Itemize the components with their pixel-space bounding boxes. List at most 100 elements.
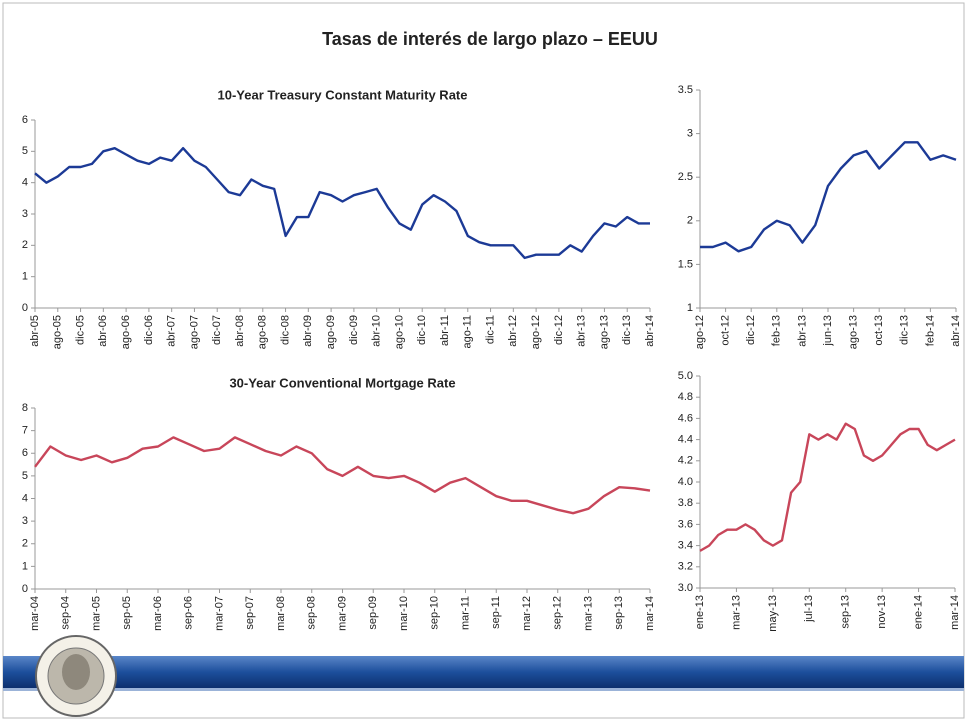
x-tick-label: sep-13 (613, 596, 625, 630)
x-tick-label: sep-11 (490, 596, 502, 629)
y-tick-label: 2 (22, 538, 28, 550)
data-line (34, 436, 651, 515)
y-tick-label: 4.2 (678, 455, 693, 467)
y-tick-label: 5 (22, 470, 28, 482)
y-tick-label: 5 (22, 145, 28, 157)
x-tick-label: mar-06 (152, 596, 164, 631)
x-tick-label: sep-10 (429, 596, 441, 630)
x-tick-label: mar-13 (730, 595, 742, 630)
y-tick-label: 0 (22, 302, 28, 314)
x-tick-label: jun-13 (822, 315, 834, 347)
x-tick-label: abr-12 (507, 315, 519, 347)
y-tick-label: 3.0 (678, 582, 693, 594)
x-tick-label: ago-12 (530, 315, 542, 349)
y-tick-label: 8 (22, 402, 28, 414)
x-tick-label: mar-10 (398, 596, 410, 631)
x-tick-label: jul-13 (803, 595, 815, 623)
x-tick-label: ago-10 (393, 315, 405, 349)
x-tick-label: ago-13 (848, 315, 860, 349)
x-tick-label: abr-08 (234, 315, 246, 347)
x-tick-label: feb-14 (924, 315, 936, 346)
x-tick-label: abr-11 (439, 315, 451, 346)
x-tick-label: sep-05 (121, 596, 133, 630)
x-tick-label: ene-14 (912, 595, 924, 629)
y-tick-label: 6 (22, 447, 28, 459)
x-tick-label: mar-14 (644, 596, 656, 631)
x-tick-label: sep-07 (244, 596, 256, 630)
x-tick-label: abr-10 (371, 315, 383, 347)
x-tick-label: ago-07 (188, 315, 200, 349)
y-tick-label: 1 (687, 302, 693, 314)
chart-title: 10-Year Treasury Constant Maturity Rate (218, 87, 468, 102)
y-tick-label: 0 (22, 583, 28, 595)
y-tick-label: 3.8 (678, 497, 693, 509)
x-tick-label: oct-12 (720, 315, 732, 346)
x-tick-label: dic-06 (143, 315, 155, 345)
y-tick-label: 4 (22, 177, 28, 189)
y-tick-label: 4.6 (678, 412, 693, 424)
data-line (700, 141, 957, 253)
y-tick-label: 4.4 (678, 434, 693, 446)
y-tick-label: 3.5 (678, 84, 693, 96)
x-tick-label: ago-13 (598, 315, 610, 349)
x-tick-label: abr-13 (576, 315, 588, 347)
y-tick-label: 2.5 (678, 171, 693, 183)
x-tick-label: sep-08 (306, 596, 318, 630)
x-tick-label: abr-14 (644, 315, 656, 347)
y-tick-label: 3.6 (678, 518, 693, 530)
x-tick-label: ago-12 (694, 315, 706, 349)
x-tick-label: sep-09 (367, 596, 379, 630)
x-tick-label: mar-08 (275, 596, 287, 631)
y-tick-label: 3.4 (678, 540, 693, 552)
x-tick-label: mar-12 (521, 596, 533, 631)
x-tick-label: sep-13 (840, 595, 852, 629)
y-tick-label: 1.5 (678, 258, 693, 270)
y-tick-label: 6 (22, 114, 28, 126)
x-tick-label: dic-12 (553, 315, 565, 345)
y-tick-label: 3 (687, 128, 693, 140)
x-tick-label: dic-12 (745, 315, 757, 345)
logo (35, 635, 117, 717)
data-line (34, 147, 650, 260)
y-tick-label: 3 (22, 515, 28, 527)
x-tick-label: abr-07 (166, 315, 178, 347)
y-tick-label: 5.0 (678, 370, 693, 382)
x-tick-label: mar-11 (459, 596, 471, 630)
y-tick-label: 3.2 (678, 561, 693, 573)
y-tick-label: 3 (22, 208, 28, 220)
x-tick-label: sep-06 (183, 596, 195, 630)
x-tick-label: abr-13 (796, 315, 808, 347)
x-tick-label: dic-08 (279, 315, 291, 345)
x-tick-label: feb-13 (771, 315, 783, 346)
x-tick-label: dic-13 (899, 315, 911, 345)
x-tick-label: mar-07 (213, 596, 225, 631)
data-line (699, 422, 956, 552)
x-tick-label: abr-06 (97, 315, 109, 347)
y-tick-label: 1 (22, 560, 28, 572)
x-tick-label: mar-04 (29, 596, 41, 631)
x-tick-label: mar-13 (582, 596, 594, 631)
x-tick-label: mar-14 (949, 595, 961, 630)
x-tick-label: ago-05 (52, 315, 64, 349)
x-tick-label: abr-14 (950, 315, 962, 347)
x-tick-label: ago-11 (462, 315, 474, 348)
y-tick-label: 2 (687, 215, 693, 227)
x-tick-label: dic-05 (74, 315, 86, 345)
x-tick-label: sep-12 (552, 596, 564, 630)
x-tick-label: mar-05 (90, 596, 102, 631)
y-tick-label: 7 (22, 425, 28, 437)
x-tick-label: ago-06 (120, 315, 132, 349)
footer-stripe (3, 688, 964, 691)
x-tick-label: abr-05 (29, 315, 41, 347)
y-tick-label: 2 (22, 239, 28, 251)
footer-band (3, 656, 964, 688)
x-tick-label: dic-13 (621, 315, 633, 345)
x-tick-label: sep-04 (60, 596, 72, 630)
x-tick-label: ago-09 (325, 315, 337, 349)
x-tick-label: ago-08 (257, 315, 269, 349)
x-tick-label: may-13 (767, 595, 779, 632)
y-tick-label: 4.8 (678, 391, 693, 403)
x-tick-label: dic-10 (416, 315, 428, 345)
